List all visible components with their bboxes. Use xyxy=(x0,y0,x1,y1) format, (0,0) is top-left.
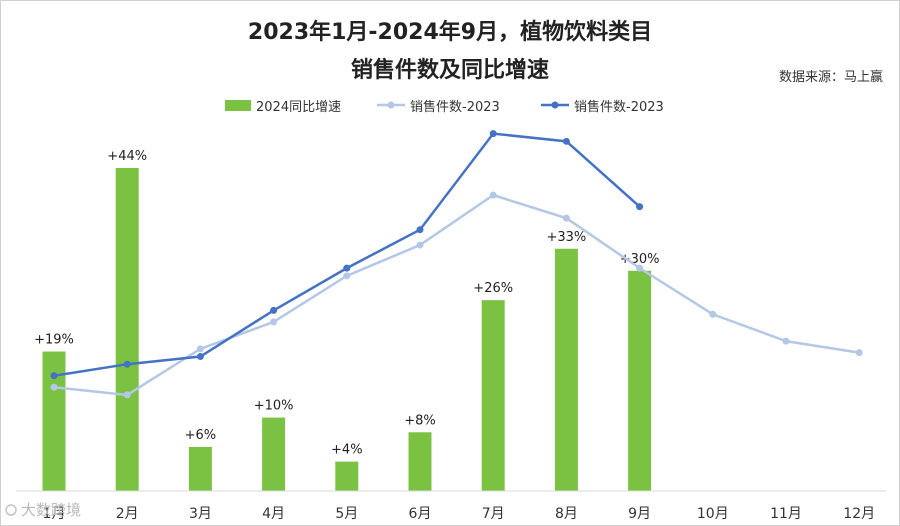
plot-area: +19% +44% +6% +10% +4% +8% +26% +33% +30% 1月 2月 3月 4… xyxy=(16,130,886,522)
bar-4月 xyxy=(262,417,286,491)
legend-label-line-dark: 销售件数-2023 xyxy=(574,99,664,115)
point-light-2月 xyxy=(123,391,131,399)
bar-label-1月: +19% xyxy=(34,333,74,348)
bar-label-8月: +33% xyxy=(547,230,587,245)
watermark-text: 大数跨境 xyxy=(21,501,81,519)
x-tick-3月: 3月 xyxy=(189,506,212,522)
legend-label-line-light: 销售件数-2023 xyxy=(410,99,500,115)
point-light-9月 xyxy=(636,264,644,272)
x-tick-6月: 6月 xyxy=(409,506,432,522)
point-dark-2月 xyxy=(123,360,131,368)
bar-label-9月: +30% xyxy=(620,252,660,267)
x-tick-11月: 11月 xyxy=(770,506,802,522)
point-dark-1月 xyxy=(50,372,58,380)
point-dark-7月 xyxy=(489,130,497,138)
watermark-logo-icon xyxy=(5,504,17,516)
point-dark-4月 xyxy=(270,306,278,314)
line-series-dark xyxy=(53,132,641,377)
x-tick-7月: 7月 xyxy=(482,506,505,522)
point-dark-9月 xyxy=(636,203,644,211)
data-source-note: 数据来源：马上赢 xyxy=(779,69,883,85)
bar-2月 xyxy=(115,168,139,491)
line-series-light xyxy=(53,193,860,397)
bar-3月 xyxy=(188,446,212,491)
point-light-11月 xyxy=(782,337,790,345)
chart-legend: 2024同比增速 销售件数-2023 销售件数-2023 xyxy=(225,99,664,115)
legend-label-bar: 2024同比增速 xyxy=(256,100,341,115)
bar-label-5月: +4% xyxy=(331,443,363,458)
point-light-7月 xyxy=(489,191,497,199)
point-light-4月 xyxy=(270,318,278,326)
point-light-12月 xyxy=(855,349,863,357)
x-tick-4月: 4月 xyxy=(262,506,285,522)
bar-label-3月: +6% xyxy=(185,428,217,443)
point-dark-8月 xyxy=(562,137,570,145)
chart-title-line-2: 销售件数及同比增速 xyxy=(351,57,549,83)
bar-1月 xyxy=(42,351,66,491)
point-light-3月 xyxy=(196,345,204,353)
point-dark-6月 xyxy=(416,226,424,234)
x-tick-12月: 12月 xyxy=(843,506,875,522)
bar-label-7月: +26% xyxy=(473,281,513,296)
point-dark-5月 xyxy=(343,264,351,272)
point-light-1月 xyxy=(50,383,58,391)
point-dark-3月 xyxy=(196,353,204,361)
legend-swatch-bar xyxy=(225,100,251,111)
point-light-8月 xyxy=(562,214,570,222)
legend-marker-line-dark xyxy=(551,101,559,109)
x-tick-9月: 9月 xyxy=(628,506,651,522)
x-tick-5月: 5月 xyxy=(335,506,358,522)
bar-7月 xyxy=(481,300,505,491)
x-tick-10月: 10月 xyxy=(697,506,729,522)
bar-8月 xyxy=(554,248,578,491)
bar-6月 xyxy=(408,432,432,491)
x-tick-2月: 2月 xyxy=(116,506,139,522)
point-light-5月 xyxy=(343,272,351,280)
x-tick-1月: 1月 xyxy=(43,506,66,522)
chart-title-line-1: 2023年1月-2024年9月，植物饮料类目 xyxy=(248,19,652,45)
legend-marker-line-light xyxy=(387,101,395,109)
x-tick-8月: 8月 xyxy=(555,506,578,522)
bar-9月 xyxy=(628,270,652,491)
point-light-10月 xyxy=(709,310,717,318)
point-light-6月 xyxy=(416,241,424,249)
bar-5月 xyxy=(335,461,359,491)
bar-label-6月: +8% xyxy=(404,413,436,428)
bar-label-2月: +44% xyxy=(107,149,147,164)
bar-label-4月: +10% xyxy=(254,399,294,414)
